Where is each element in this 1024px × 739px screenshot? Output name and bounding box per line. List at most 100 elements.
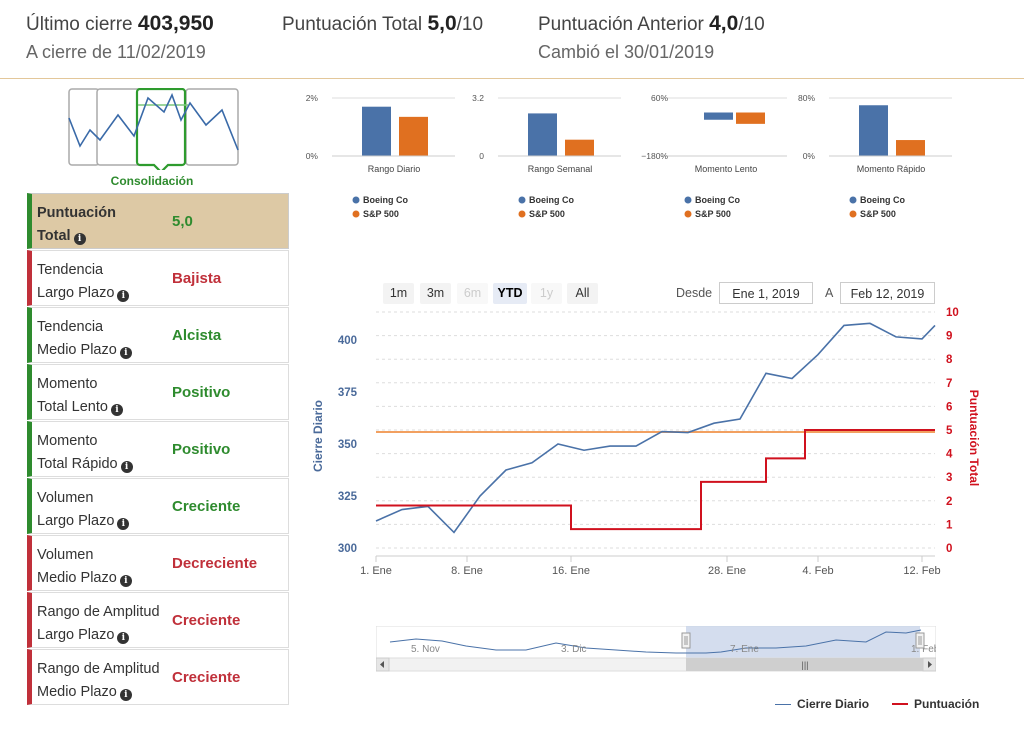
y2-tick-label: 5 <box>946 425 953 437</box>
legend-close-swatch <box>775 704 791 705</box>
rating-row[interactable]: Volumen Medio Plazo i Decreciente <box>27 535 289 591</box>
pattern-highlight-frame <box>135 88 187 170</box>
close-date: A cierre de 11/02/2019 <box>26 42 206 62</box>
mini-bar-chart: 3.2 0 Rango Semanal Boeing Co S&P 500 <box>472 93 621 219</box>
rating-row[interactable]: Tendencia Largo Plazo i Bajista <box>27 250 289 306</box>
bar-sp500[interactable] <box>736 112 765 124</box>
bar-boeing[interactable] <box>859 105 888 156</box>
bar-boeing[interactable] <box>362 106 391 156</box>
rating-value: 5,0 <box>172 213 193 230</box>
navigator-handle[interactable] <box>915 632 925 649</box>
navigator-handle[interactable] <box>681 632 691 649</box>
info-icon[interactable]: i <box>73 233 86 245</box>
rating-row[interactable]: Momento Total Rápido i Positivo <box>27 421 289 477</box>
score-step-line[interactable] <box>376 429 935 531</box>
navigator-label: 5. Nov <box>411 644 440 655</box>
navigator-label: 1. Feb <box>911 644 936 655</box>
legend-label-boeing[interactable]: Boeing Co <box>860 195 905 205</box>
bar-sp500[interactable] <box>896 140 925 156</box>
y2-tick-label: 1 <box>946 519 953 531</box>
to-date-input[interactable]: Feb 12, 2019 <box>840 282 935 304</box>
rating-row[interactable]: Rango de Amplitud Largo Plazo i Creciente <box>27 592 289 648</box>
rating-label: Volumen Largo Plazo i <box>37 487 130 533</box>
y-tick-label: 0 <box>479 151 484 161</box>
info-icon[interactable]: i <box>117 518 130 530</box>
legend-label-sp500[interactable]: S&P 500 <box>529 209 565 219</box>
y-tick-label: 0% <box>306 151 319 161</box>
score-block: Puntuación Total 5,0/10 <box>282 12 483 36</box>
y-tick-label: 400 <box>338 335 357 347</box>
rating-label: Rango de Amplitud Medio Plazo i <box>37 658 160 704</box>
bar-sp500[interactable] <box>565 139 594 156</box>
previous-score-suffix: /10 <box>738 14 765 35</box>
legend-marker-boeing <box>684 196 692 204</box>
rating-label: Volumen Medio Plazo i <box>37 544 132 590</box>
to-label: A <box>825 286 834 300</box>
legend-score[interactable]: Puntuación <box>892 697 979 711</box>
previous-score-block: Puntuación Anterior 4,0/10 Cambió el 30/… <box>538 12 765 63</box>
rating-row[interactable]: Rango de Amplitud Medio Plazo i Creciente <box>27 649 289 705</box>
y2-axis-title: Puntuación Total <box>967 390 981 486</box>
legend-label-boeing[interactable]: Boeing Co <box>695 195 740 205</box>
info-icon[interactable]: i <box>119 575 132 587</box>
navigator-series <box>389 629 922 654</box>
legend-label-boeing[interactable]: Boeing Co <box>529 195 574 205</box>
mini-chart-legend: Boeing Co S&P 500 <box>352 195 408 219</box>
close-line[interactable] <box>375 322 936 534</box>
info-icon[interactable]: i <box>117 290 130 302</box>
rating-label-line2: Total Rápido <box>37 456 118 472</box>
navigator[interactable]: 5. Nov 3. Dic 7. Ene 1. Feb ||| <box>376 626 936 672</box>
navigator-selection[interactable] <box>686 626 920 658</box>
rating-label-line1: Momento <box>37 433 98 449</box>
pattern-frame <box>185 88 239 166</box>
info-icon[interactable]: i <box>119 689 132 701</box>
range-button-3m[interactable]: 3m <box>420 283 451 304</box>
rating-row[interactable]: Volumen Largo Plazo i Creciente <box>27 478 289 534</box>
rating-value: Creciente <box>172 612 241 629</box>
previous-score-label: Puntuación Anterior <box>538 14 704 35</box>
legend-marker-boeing <box>518 196 526 204</box>
legend-label-sp500[interactable]: S&P 500 <box>695 209 731 219</box>
info-icon[interactable]: i <box>117 632 130 644</box>
rating-label-line2: Medio Plazo <box>37 684 117 700</box>
range-button-ytd[interactable]: YTD <box>493 283 527 304</box>
rating-label: Tendencia Medio Plazo i <box>37 316 132 362</box>
rating-label-line1: Rango de Amplitud <box>37 604 160 620</box>
x-tick-label: 28. Ene <box>708 565 746 577</box>
y-tick-label: 325 <box>338 491 358 503</box>
scrollbar-thumb[interactable] <box>686 658 924 671</box>
rating-row[interactable]: Tendencia Medio Plazo i Alcista <box>27 307 289 363</box>
rating-value: Positivo <box>172 441 231 458</box>
legend-score-label: Puntuación <box>914 697 980 711</box>
info-icon[interactable]: i <box>119 347 132 359</box>
legend-close-label: Cierre Diario <box>797 697 870 711</box>
previous-score-value: 4,0 <box>709 12 739 35</box>
range-button-all[interactable]: All <box>567 283 598 304</box>
rating-label: Momento Total Lento i <box>37 373 123 419</box>
bar-sp500[interactable] <box>399 116 428 156</box>
score-suffix: /10 <box>456 14 484 35</box>
rating-label-line1: Tendencia <box>37 262 104 278</box>
bar-boeing[interactable] <box>528 113 557 156</box>
legend-label-boeing[interactable]: Boeing Co <box>363 195 408 205</box>
rating-row[interactable]: Momento Total Lento i Positivo <box>27 364 289 420</box>
info-icon[interactable]: i <box>110 404 123 416</box>
scrollbar-grip-icon: ||| <box>801 660 808 670</box>
y2-tick-label: 4 <box>946 449 953 461</box>
info-icon[interactable]: i <box>120 461 133 473</box>
range-button-1m[interactable]: 1m <box>383 283 414 304</box>
bar-boeing[interactable] <box>704 112 733 120</box>
from-date-input[interactable]: Ene 1, 2019 <box>719 282 813 304</box>
legend-label-sp500[interactable]: S&P 500 <box>860 209 896 219</box>
y2-tick-label: 3 <box>946 472 952 484</box>
rating-row[interactable]: Puntuación Total i 5,0 <box>27 193 289 249</box>
mini-bar-chart: 2% 0% Rango Diario Boeing Co S&P 500 <box>306 93 455 219</box>
legend-close[interactable]: Cierre Diario <box>775 697 869 711</box>
legend-label-sp500[interactable]: S&P 500 <box>363 209 399 219</box>
last-close-label: Último cierre <box>26 14 133 35</box>
legend-score-swatch <box>892 703 908 705</box>
rating-label-line1: Tendencia <box>37 319 104 335</box>
rating-label: Puntuación Total i <box>37 202 116 248</box>
x-tick-label: 1. Ene <box>360 565 392 577</box>
legend-marker-sp500 <box>684 210 692 218</box>
